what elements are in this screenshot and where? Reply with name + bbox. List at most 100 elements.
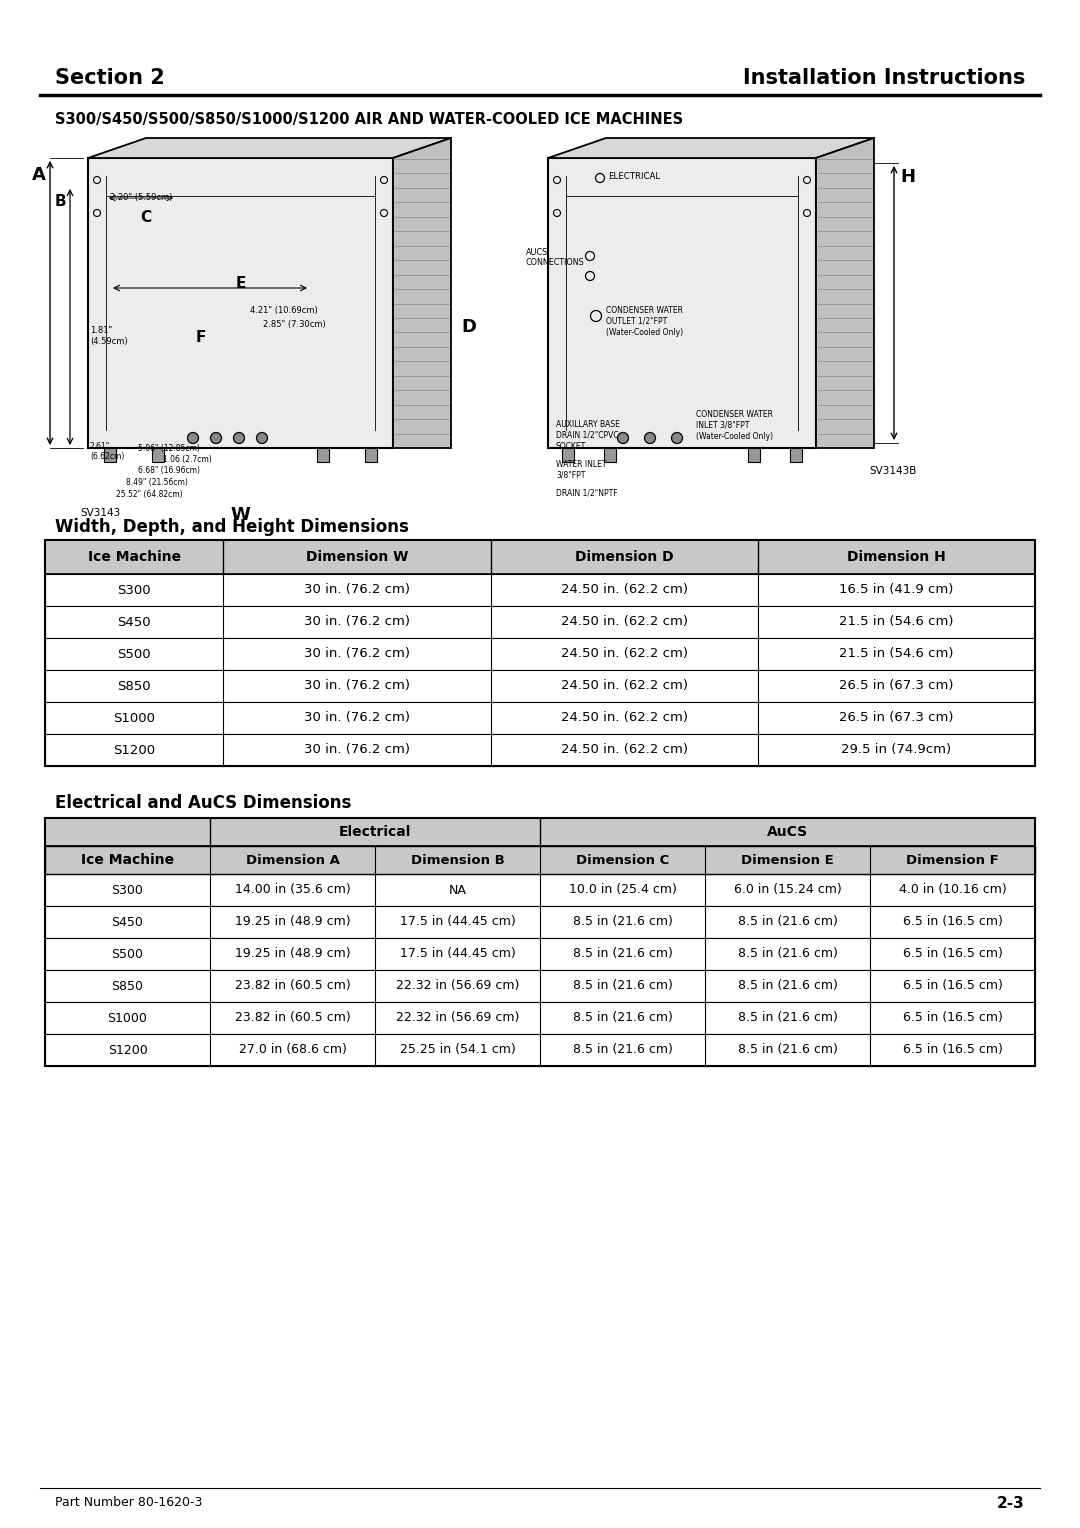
Text: 8.5 in (21.6 cm): 8.5 in (21.6 cm) [572, 1012, 673, 1024]
Text: S500: S500 [111, 947, 144, 961]
Text: (Water-Cooled Only): (Water-Cooled Only) [696, 432, 773, 442]
Text: 19.25 in (48.9 cm): 19.25 in (48.9 cm) [234, 947, 350, 961]
Text: 24.50 in. (62.2 cm): 24.50 in. (62.2 cm) [561, 648, 688, 660]
Polygon shape [816, 138, 874, 448]
Text: 26.5 in (67.3 cm): 26.5 in (67.3 cm) [839, 680, 954, 692]
Text: 8.49" (21.56cm): 8.49" (21.56cm) [126, 478, 188, 487]
Text: 16.5 in (41.9 cm): 16.5 in (41.9 cm) [839, 584, 954, 596]
Text: 30 in. (76.2 cm): 30 in. (76.2 cm) [303, 680, 409, 692]
Text: 8.5 in (21.6 cm): 8.5 in (21.6 cm) [572, 947, 673, 961]
Bar [789, 448, 802, 461]
Bar [45, 639, 1035, 669]
Text: 6.0 in (15.24 cm): 6.0 in (15.24 cm) [733, 883, 841, 897]
Text: 2.85" (7.30cm): 2.85" (7.30cm) [264, 319, 326, 329]
Text: S450: S450 [111, 915, 144, 929]
Bar [87, 157, 393, 448]
Text: S450: S450 [118, 616, 151, 628]
Text: S300: S300 [118, 584, 151, 596]
Bar [365, 448, 377, 461]
Bar [45, 874, 1035, 906]
Text: S1000: S1000 [108, 1012, 148, 1024]
Text: W: W [230, 506, 249, 524]
Bar [45, 539, 1035, 575]
Circle shape [188, 432, 199, 443]
Bar [45, 575, 1035, 607]
Text: 1.06 (2.7cm): 1.06 (2.7cm) [163, 455, 212, 465]
Text: CONNECTIONS: CONNECTIONS [526, 258, 584, 267]
Text: S300: S300 [111, 883, 144, 897]
Text: 22.32 in (56.69 cm): 22.32 in (56.69 cm) [396, 979, 519, 993]
Bar [45, 607, 1035, 639]
Text: 6.5 in (16.5 cm): 6.5 in (16.5 cm) [903, 1012, 1002, 1024]
Text: Dimension H: Dimension H [847, 550, 946, 564]
Bar [604, 448, 616, 461]
Text: Dimension C: Dimension C [576, 854, 670, 866]
Bar [104, 448, 116, 461]
Text: 2.20" (5.59cm): 2.20" (5.59cm) [110, 193, 173, 202]
Bar [45, 1034, 1035, 1067]
Text: 30 in. (76.2 cm): 30 in. (76.2 cm) [303, 584, 409, 596]
Text: H: H [900, 168, 915, 186]
Text: 8.5 in (21.6 cm): 8.5 in (21.6 cm) [738, 947, 838, 961]
Text: 25.25 in (54.1 cm): 25.25 in (54.1 cm) [400, 1044, 515, 1056]
Text: E: E [237, 277, 246, 290]
Text: 8.5 in (21.6 cm): 8.5 in (21.6 cm) [738, 979, 838, 993]
Text: 8.5 in (21.6 cm): 8.5 in (21.6 cm) [738, 915, 838, 929]
Bar [562, 448, 573, 461]
Text: CONDENSER WATER: CONDENSER WATER [606, 306, 683, 315]
Text: 24.50 in. (62.2 cm): 24.50 in. (62.2 cm) [561, 616, 688, 628]
Text: 24.50 in. (62.2 cm): 24.50 in. (62.2 cm) [561, 584, 688, 596]
Text: SOCKET: SOCKET [556, 442, 586, 451]
Text: 30 in. (76.2 cm): 30 in. (76.2 cm) [303, 712, 409, 724]
Text: 19.25 in (48.9 cm): 19.25 in (48.9 cm) [234, 915, 350, 929]
Bar [152, 448, 164, 461]
Text: 23.82 in (60.5 cm): 23.82 in (60.5 cm) [234, 979, 350, 993]
Bar [45, 701, 1035, 733]
Text: 14.00 in (35.6 cm): 14.00 in (35.6 cm) [234, 883, 350, 897]
Text: (Water-Cooled Only): (Water-Cooled Only) [606, 329, 684, 338]
Bar [45, 938, 1035, 970]
Text: OUTLET 1/2"FPT: OUTLET 1/2"FPT [606, 316, 667, 325]
Bar [45, 669, 1035, 701]
Bar [45, 539, 1035, 766]
Text: 8.5 in (21.6 cm): 8.5 in (21.6 cm) [572, 1044, 673, 1056]
Text: ELECTRICAL: ELECTRICAL [608, 173, 660, 180]
Text: CONDENSER WATER: CONDENSER WATER [696, 410, 773, 419]
Text: 25.52" (64.82cm): 25.52" (64.82cm) [116, 490, 183, 500]
Text: S850: S850 [111, 979, 144, 993]
Text: Installation Instructions: Installation Instructions [743, 69, 1025, 89]
Text: S1000: S1000 [113, 712, 156, 724]
Text: 17.5 in (44.45 cm): 17.5 in (44.45 cm) [400, 915, 515, 929]
Text: 22.32 in (56.69 cm): 22.32 in (56.69 cm) [396, 1012, 519, 1024]
Text: 21.5 in (54.6 cm): 21.5 in (54.6 cm) [839, 616, 954, 628]
Bar [548, 157, 816, 448]
Text: Electrical: Electrical [339, 825, 411, 839]
Text: 3/8"FPT: 3/8"FPT [556, 471, 585, 480]
Polygon shape [87, 138, 451, 157]
Text: Ice Machine: Ice Machine [87, 550, 180, 564]
Text: Dimension F: Dimension F [906, 854, 999, 866]
Text: D: D [461, 318, 476, 336]
Bar [45, 970, 1035, 1002]
Text: 27.0 in (68.6 cm): 27.0 in (68.6 cm) [239, 1044, 347, 1056]
Text: Dimension E: Dimension E [741, 854, 834, 866]
Text: 2.61": 2.61" [90, 442, 110, 451]
Text: Dimension W: Dimension W [306, 550, 408, 564]
Text: 8.5 in (21.6 cm): 8.5 in (21.6 cm) [572, 915, 673, 929]
Text: 24.50 in. (62.2 cm): 24.50 in. (62.2 cm) [561, 680, 688, 692]
Text: 1.81": 1.81" [90, 325, 112, 335]
Text: AUCS: AUCS [526, 248, 549, 257]
Text: SV3143B: SV3143B [869, 466, 916, 477]
Bar [45, 847, 1035, 874]
Circle shape [672, 432, 683, 443]
Text: SV3143: SV3143 [80, 507, 120, 518]
Text: 4.21" (10.69cm): 4.21" (10.69cm) [249, 306, 318, 315]
Circle shape [211, 432, 221, 443]
Circle shape [618, 432, 629, 443]
Text: AUXILLARY BASE: AUXILLARY BASE [556, 420, 620, 429]
Text: INLET 3/8"FPT: INLET 3/8"FPT [696, 422, 750, 429]
Circle shape [257, 432, 268, 443]
Text: F: F [195, 330, 206, 345]
Text: DRAIN 1/2"CPVC: DRAIN 1/2"CPVC [556, 431, 619, 440]
Bar [318, 448, 329, 461]
